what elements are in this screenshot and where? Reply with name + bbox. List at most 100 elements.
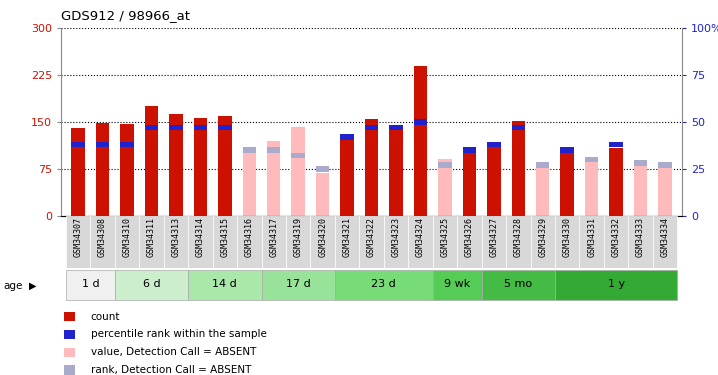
Bar	[604, 216, 628, 268]
Bar	[64, 348, 75, 357]
Text: percentile rank within the sample: percentile rank within the sample	[91, 329, 266, 339]
Bar	[267, 141, 281, 216]
Text: 1 d: 1 d	[82, 279, 99, 290]
Bar	[462, 153, 476, 216]
Bar	[261, 270, 335, 300]
Text: GSM34311: GSM34311	[147, 217, 156, 257]
Bar	[267, 147, 281, 153]
Text: GSM34327: GSM34327	[490, 217, 498, 257]
Bar	[145, 124, 158, 130]
Bar	[536, 164, 549, 216]
Text: GSM34332: GSM34332	[612, 217, 620, 257]
Bar	[188, 216, 213, 268]
Text: GSM34333: GSM34333	[636, 217, 645, 257]
Bar	[237, 216, 261, 268]
Text: GSM34329: GSM34329	[538, 217, 547, 257]
Bar	[335, 216, 359, 268]
Bar	[555, 216, 579, 268]
Text: GSM34313: GSM34313	[172, 217, 180, 257]
Text: GSM34334: GSM34334	[661, 217, 669, 257]
Bar	[66, 216, 90, 268]
Bar	[653, 216, 677, 268]
Bar	[194, 124, 207, 130]
Text: GSM34310: GSM34310	[123, 217, 131, 257]
Bar	[243, 147, 256, 153]
Bar	[585, 160, 598, 216]
Bar	[292, 153, 305, 158]
Bar	[71, 142, 85, 147]
Bar	[531, 216, 555, 268]
Bar	[634, 162, 647, 216]
Bar	[359, 216, 384, 268]
Bar	[506, 216, 531, 268]
Text: ▶: ▶	[29, 281, 36, 291]
Bar	[286, 216, 310, 268]
Text: 6 d: 6 d	[143, 279, 160, 290]
Text: GSM34322: GSM34322	[367, 217, 376, 257]
Bar	[213, 216, 237, 268]
Bar	[433, 216, 457, 268]
Text: GSM34316: GSM34316	[245, 217, 253, 257]
Text: rank, Detection Call = ABSENT: rank, Detection Call = ABSENT	[91, 365, 251, 375]
Bar	[610, 148, 623, 216]
Bar	[121, 124, 134, 216]
Bar	[121, 142, 134, 147]
Bar	[438, 159, 452, 216]
Text: 17 d: 17 d	[286, 279, 311, 290]
Bar	[145, 106, 158, 216]
Bar	[462, 147, 476, 153]
Bar	[511, 124, 525, 130]
Bar	[340, 140, 354, 216]
Bar	[115, 270, 188, 300]
Text: GSM34321: GSM34321	[342, 217, 352, 257]
Bar	[511, 121, 525, 216]
Bar	[610, 142, 623, 147]
Bar	[482, 270, 555, 300]
Bar	[658, 166, 672, 216]
Bar	[634, 160, 647, 166]
Bar	[66, 270, 115, 300]
Bar	[438, 162, 452, 168]
Bar	[335, 270, 433, 300]
Bar	[409, 216, 433, 268]
Bar	[316, 166, 330, 172]
Text: GSM34331: GSM34331	[587, 217, 596, 257]
Bar	[90, 216, 115, 268]
Text: GSM34320: GSM34320	[318, 217, 327, 257]
Bar	[292, 127, 305, 216]
Bar	[487, 144, 500, 216]
Text: GSM34319: GSM34319	[294, 217, 303, 257]
Bar	[384, 216, 409, 268]
Text: 14 d: 14 d	[213, 279, 237, 290]
Bar	[555, 270, 677, 300]
Text: value, Detection Call = ABSENT: value, Detection Call = ABSENT	[91, 347, 256, 357]
Bar	[585, 157, 598, 162]
Bar	[365, 119, 378, 216]
Text: GSM34307: GSM34307	[74, 217, 83, 257]
Bar	[169, 114, 182, 216]
Bar	[115, 216, 139, 268]
Text: GSM34328: GSM34328	[514, 217, 523, 257]
Bar	[482, 216, 506, 268]
Text: 23 d: 23 d	[371, 279, 396, 290]
Bar	[243, 150, 256, 216]
Bar	[457, 216, 482, 268]
Bar	[310, 216, 335, 268]
Bar	[414, 66, 427, 216]
Text: GSM34314: GSM34314	[196, 217, 205, 257]
Text: GSM34323: GSM34323	[391, 217, 401, 257]
Bar	[316, 173, 330, 216]
Bar	[218, 124, 232, 130]
Bar	[536, 162, 549, 168]
Text: age: age	[4, 281, 23, 291]
Text: GSM34308: GSM34308	[98, 217, 107, 257]
Bar	[487, 142, 500, 147]
Text: 5 mo: 5 mo	[504, 279, 532, 290]
Bar	[139, 216, 164, 268]
Bar	[71, 128, 85, 216]
Text: count: count	[91, 312, 121, 322]
Text: GSM34315: GSM34315	[220, 217, 229, 257]
Text: GSM34330: GSM34330	[563, 217, 572, 257]
Bar	[188, 270, 261, 300]
Bar	[389, 124, 403, 130]
